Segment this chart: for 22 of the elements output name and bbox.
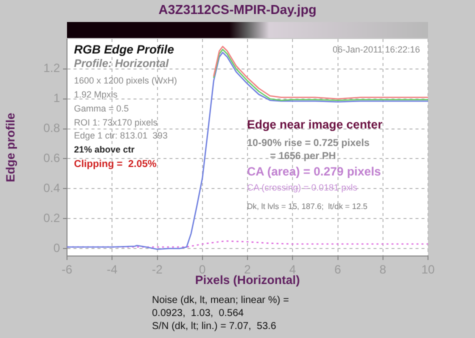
x-axis-title: Pixels (Horizontal) <box>195 273 300 288</box>
annotation: Clipping = 2.05% <box>74 158 157 170</box>
text: 0.0923, 1.03, 0.564 <box>152 308 244 319</box>
annotation: CA (crossing) = 0.0181 pxls <box>247 182 358 192</box>
annotation: Edge 1 ctr: 813.01 393 <box>74 130 168 140</box>
annotation: CA (area) = 0.279 pixels <box>247 164 382 178</box>
annotation: Profile: Horizontal <box>74 58 170 70</box>
annotation: ROI 1: 73x170 pixels <box>74 117 158 128</box>
annotation: 10-90% rise = 0.725 pixels <box>247 138 370 149</box>
chart-title: A3Z3112CS-MPIR-Day.jpg <box>158 2 318 17</box>
y-axis-title: Edge profile <box>4 112 18 182</box>
annotation: 06-Jan-2011 16:22:16 <box>332 44 420 54</box>
annotation: Edge near image center <box>247 117 383 132</box>
annotation: RGB Edge Profile <box>74 42 174 56</box>
annotation: Dk, lt lvls = 15, 187.6; lt/dk = 12.5 <box>247 202 368 212</box>
annotation: = 1656 per PH <box>270 150 336 162</box>
text: S/N (dk, lt; lin.) = 7.07, 53.6 <box>152 320 277 332</box>
annotation: 1600 x 1200 pixels (WxH) <box>74 75 178 86</box>
text: Noise (dk, lt, mean; linear %) = <box>152 294 290 306</box>
annotation: 21% above ctr <box>74 144 136 154</box>
annotation: Gamma = 0.5 <box>74 103 129 114</box>
annotation: 1.92 Mpxls <box>74 89 118 100</box>
